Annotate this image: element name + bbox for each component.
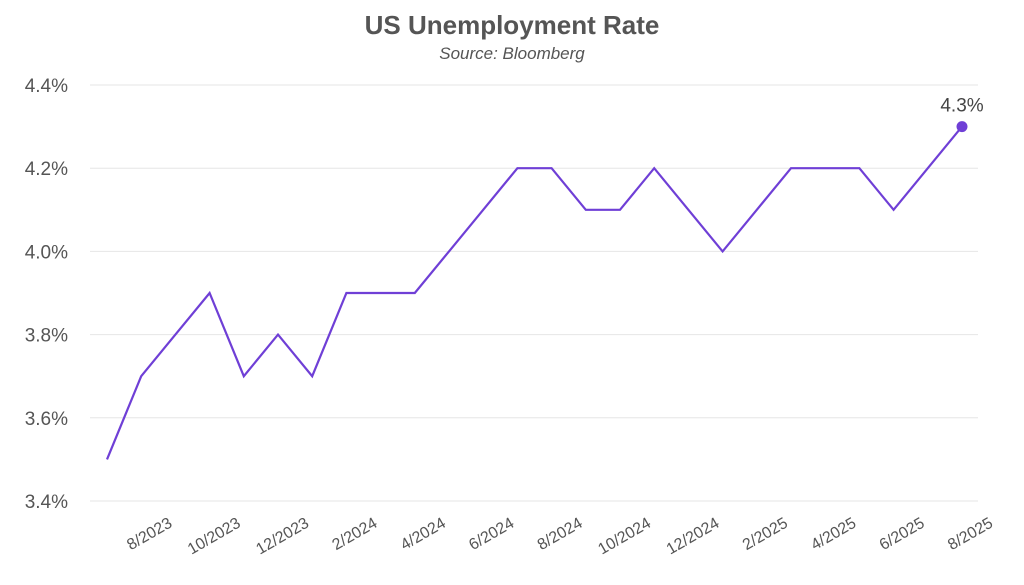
y-tick-label: 4.2% bbox=[25, 159, 68, 180]
x-tick-label: 8/2023 bbox=[124, 515, 175, 554]
x-tick-label: 6/2025 bbox=[877, 515, 928, 554]
y-axis-ticks: 3.4% 3.6% 3.8% 4.0% 4.2% 4.4% bbox=[25, 76, 68, 513]
y-tick-label: 4.4% bbox=[25, 76, 68, 97]
x-tick-label: 10/2023 bbox=[185, 515, 244, 559]
gridlines bbox=[90, 84, 978, 502]
x-tick-label: 12/2024 bbox=[664, 515, 723, 559]
x-tick-label: 8/2025 bbox=[945, 515, 996, 554]
last-data-point bbox=[956, 121, 968, 133]
y-tick-label: 3.8% bbox=[25, 326, 68, 347]
y-tick-label: 3.6% bbox=[25, 409, 68, 430]
x-tick-label: 12/2023 bbox=[253, 515, 312, 559]
chart-title: US Unemployment Rate bbox=[364, 10, 660, 40]
x-tick-label: 10/2024 bbox=[595, 515, 654, 559]
x-tick-label: 8/2024 bbox=[535, 515, 586, 554]
chart-subtitle: Source: Bloomberg bbox=[439, 44, 585, 63]
x-tick-label: 2/2025 bbox=[740, 515, 791, 554]
x-tick-label: 4/2025 bbox=[808, 515, 859, 554]
x-tick-label: 6/2024 bbox=[466, 515, 517, 554]
series-layer: 4.3% bbox=[105, 96, 984, 460]
x-tick-label: 4/2024 bbox=[398, 515, 449, 554]
y-tick-label: 3.4% bbox=[25, 492, 68, 513]
x-tick-label: 2/2024 bbox=[330, 515, 381, 554]
series-line bbox=[105, 125, 963, 460]
last-point-label: 4.3% bbox=[940, 96, 983, 117]
x-axis-ticks: 8/2023 10/2023 12/2023 2/2024 4/2024 6/2024 8/… bbox=[124, 515, 996, 559]
y-tick-label: 4.0% bbox=[25, 242, 68, 263]
